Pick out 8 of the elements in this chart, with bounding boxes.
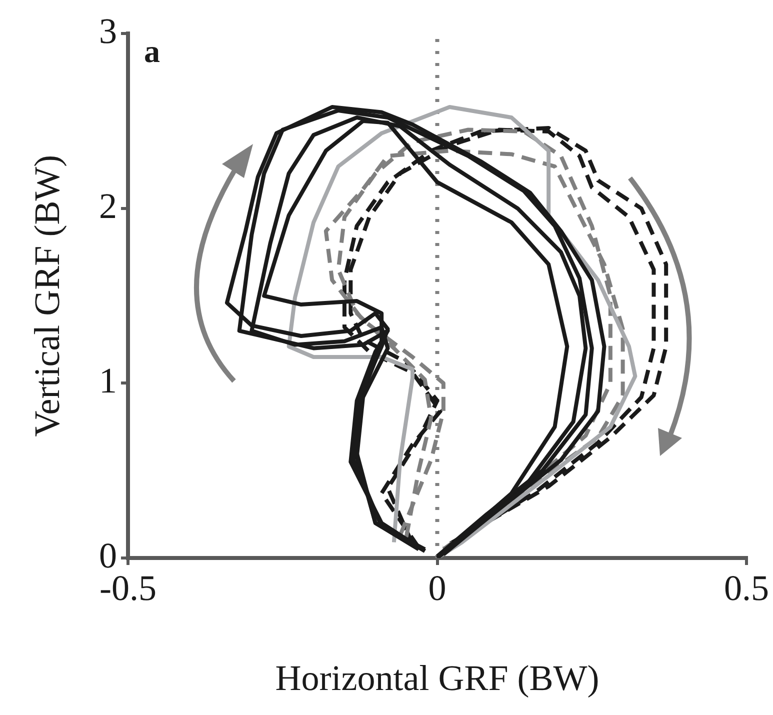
x-tick-label: 0.5 bbox=[724, 568, 769, 608]
x-axis-title: Horizontal GRF (BW) bbox=[275, 658, 600, 698]
x-tick-label: 0 bbox=[428, 568, 446, 608]
y-axis-title: Vertical GRF (BW) bbox=[27, 154, 68, 437]
y-tick-label: 3 bbox=[99, 11, 117, 52]
annotation: a bbox=[144, 32, 160, 69]
y-tick-label: 2 bbox=[99, 186, 117, 226]
y-tick-label: 1 bbox=[99, 360, 117, 401]
